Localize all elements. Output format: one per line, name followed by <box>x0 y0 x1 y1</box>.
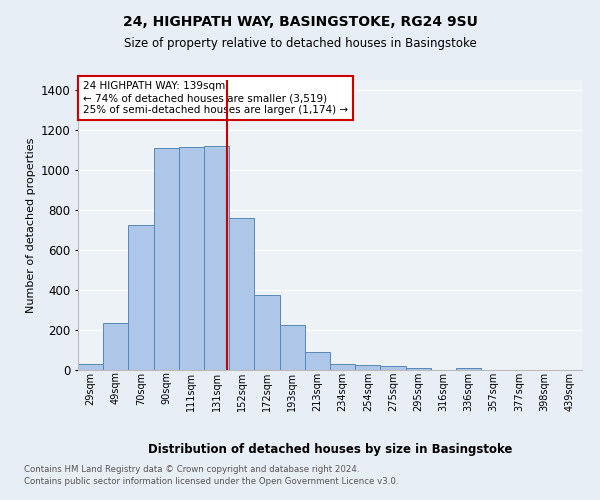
Bar <box>179 147 204 370</box>
Text: Size of property relative to detached houses in Basingstoke: Size of property relative to detached ho… <box>124 38 476 51</box>
Text: Contains HM Land Registry data © Crown copyright and database right 2024.: Contains HM Land Registry data © Crown c… <box>24 465 359 474</box>
Bar <box>355 365 380 370</box>
Text: 24 HIGHPATH WAY: 139sqm
← 74% of detached houses are smaller (3,519)
25% of semi: 24 HIGHPATH WAY: 139sqm ← 74% of detache… <box>83 82 348 114</box>
Bar <box>103 323 128 370</box>
Bar <box>305 352 330 370</box>
Bar <box>456 368 481 370</box>
Bar <box>128 225 154 370</box>
Bar <box>330 364 355 370</box>
Text: 24, HIGHPATH WAY, BASINGSTOKE, RG24 9SU: 24, HIGHPATH WAY, BASINGSTOKE, RG24 9SU <box>122 15 478 29</box>
Bar <box>406 368 431 370</box>
Bar <box>154 148 179 370</box>
Bar <box>380 366 406 370</box>
Bar <box>280 325 305 370</box>
Bar <box>204 146 229 370</box>
Bar <box>229 218 254 370</box>
Bar <box>254 295 280 370</box>
Y-axis label: Number of detached properties: Number of detached properties <box>26 138 37 312</box>
Bar <box>78 364 103 370</box>
Text: Distribution of detached houses by size in Basingstoke: Distribution of detached houses by size … <box>148 442 512 456</box>
Text: Contains public sector information licensed under the Open Government Licence v3: Contains public sector information licen… <box>24 478 398 486</box>
